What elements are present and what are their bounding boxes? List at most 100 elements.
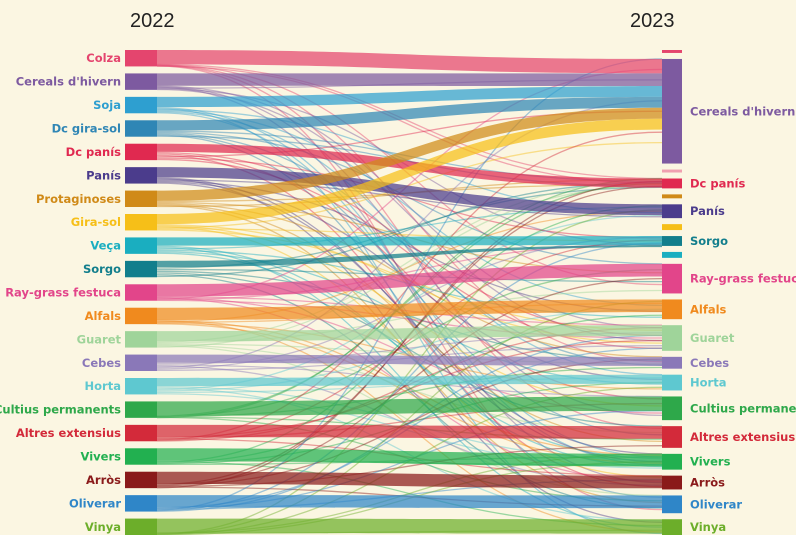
right-node-panis: [662, 204, 682, 219]
minor-flow-alfals-to-vivers: [156, 319, 663, 457]
flow-cultius-permanents-to-cultius-permanents: [157, 396, 662, 416]
minor-flow-dc-gira-sol-to-ray-grass-festuca: [156, 131, 663, 265]
left-node-arros: [125, 471, 157, 489]
right-node-horta: [662, 374, 682, 391]
flow-colza-to-cereals-d-hivern: [157, 50, 662, 74]
flow-altres-extensius-to-altres-extensius: [157, 424, 662, 439]
left-label-gira-sol: Gira-sol: [71, 215, 121, 229]
right-label-vivers: Vivers: [690, 455, 731, 469]
flow-guaret-to-guaret: [157, 325, 662, 342]
left-label-sorgo: Sorgo: [83, 262, 121, 276]
left-label-horta: Horta: [85, 379, 121, 393]
year-left-label: 2022: [130, 10, 175, 32]
right-label-cultius-permanents: Cultius permanents: [690, 401, 796, 415]
right-label-altres-extensius: Altres extensius: [690, 430, 795, 444]
right-label-cereals-d-hivern: Cereals d'hivern: [690, 104, 795, 118]
left-node-dc-panis: [125, 143, 157, 161]
right-label-sorgo: Sorgo: [690, 234, 728, 248]
flow-dc-panis-to-dc-panis: [157, 143, 662, 188]
flow-arros-to-arros: [157, 471, 662, 489]
labels: Colza Cereals d'hivern Soja Dc gira-sol Dc p…: [0, 51, 796, 534]
right-node-vivers: [662, 453, 682, 470]
right-node-cereals-d-hivern: [662, 58, 682, 164]
left-node-vivers: [125, 448, 157, 465]
left-label-vinya: Vinya: [85, 520, 121, 534]
minor-flow-sorgo-to-altres-extensius: [156, 272, 663, 427]
left-node-guaret: [125, 331, 157, 348]
minor-flow-gira-sol-to-cereals-d-hivern: [156, 141, 663, 229]
left-node-cereals-d-hivern: [125, 73, 157, 90]
left-label-arros: Arròs: [86, 473, 121, 487]
left-label-cereals-d-hivern: Cereals d'hivern: [16, 75, 121, 89]
right-node-alfals: [662, 299, 682, 320]
left-node-vinya: [125, 518, 157, 535]
left-label-guaret: Guaret: [77, 332, 122, 346]
left-label-soja: Soja: [93, 98, 121, 112]
year-right-label: 2023: [630, 10, 675, 32]
right-node-segment-4: [662, 194, 682, 199]
flow-panis-to-panis: [157, 167, 662, 216]
flow-veca-to-sorgo: [157, 236, 662, 246]
minor-flow-colza-to-dc-panis: [156, 63, 663, 180]
flow-cebes-to-cebes: [157, 354, 662, 366]
left-label-vivers: Vivers: [81, 450, 122, 464]
left-label-cultius-permanents: Cultius permanents: [0, 403, 121, 417]
minor-flow-horta-to-alfals: [156, 308, 663, 392]
left-label-ray-grass-festuca: Ray-grass festuca: [5, 286, 121, 300]
left-node-alfals: [125, 307, 157, 325]
right-label-vinya: Vinya: [690, 520, 726, 534]
minor-flow-arros-to-altres-extensius: [156, 445, 663, 488]
right-node-vinya: [662, 519, 682, 535]
minor-flow-vinya-to-panis: [156, 209, 663, 535]
left-node-ray-grass-festuca: [125, 284, 157, 301]
right-label-horta: Horta: [690, 376, 726, 390]
left-label-alfals: Alfals: [85, 309, 122, 323]
right-label-panis: Panís: [690, 204, 725, 218]
left-label-altres-extensius: Altres extensius: [16, 426, 121, 440]
flow-protaginoses-to-cereals-d-hivern: [157, 107, 662, 201]
left-label-panis: Panís: [86, 168, 121, 182]
flow-gira-sol-to-cereals-d-hivern: [157, 118, 662, 225]
flow-sorgo-to-sorgo: [157, 245, 662, 268]
minor-flow-panis-to-vivers: [156, 182, 663, 455]
minor-flow-dc-panis-to-sorgo: [156, 157, 663, 239]
right-node-dc-panis: [662, 178, 682, 189]
left-label-oliverar: Oliverar: [69, 496, 121, 510]
left-node-gira-sol: [125, 214, 157, 231]
left-node-altres-extensius: [125, 424, 157, 442]
left-node-veca: [125, 237, 157, 254]
flow-cereals-d-hivern-to-cereals-d-hivern: [157, 73, 662, 87]
flow-vinya-to-vinya: [157, 518, 662, 534]
left-label-colza: Colza: [86, 51, 121, 65]
right-node-altres-extensius: [662, 426, 682, 448]
right-label-alfals: Alfals: [690, 302, 727, 316]
right-node-sorgo: [662, 236, 682, 246]
right-node-segment-8: [662, 251, 682, 258]
main-flows: [157, 50, 662, 534]
left-node-cultius-permanents: [125, 401, 157, 418]
right-label-cebes: Cebes: [690, 356, 729, 370]
left-label-veca: Veça: [90, 239, 121, 253]
right-label-guaret: Guaret: [690, 331, 735, 345]
right-node-cebes: [662, 356, 682, 369]
right-node-segment-0: [662, 50, 682, 53]
flow-horta-to-horta: [157, 374, 662, 387]
minor-flow-panis-to-panis: [156, 179, 663, 218]
left-label-dc-gira-sol: Dc gira-sol: [52, 122, 121, 136]
right-node-ray-grass-festuca: [662, 263, 682, 294]
flow-oliverar-to-oliverar: [157, 495, 662, 509]
left-node-sorgo: [125, 260, 157, 278]
right-label-arros: Arròs: [690, 476, 725, 490]
left-node-protaginoses: [125, 190, 157, 207]
left-label-cebes: Cebes: [82, 356, 121, 370]
right-node-segment-2: [662, 169, 682, 173]
nodes: [125, 50, 682, 535]
right-node-oliverar: [662, 495, 682, 514]
left-node-soja: [125, 96, 157, 114]
minor-flow-soja-to-vivers: [156, 112, 663, 466]
flow-alfals-to-alfals: [157, 299, 662, 321]
left-node-dc-gira-sol: [125, 120, 157, 137]
flow-dc-gira-sol-to-cereals-d-hivern: [157, 96, 662, 131]
left-node-cebes: [125, 354, 157, 371]
